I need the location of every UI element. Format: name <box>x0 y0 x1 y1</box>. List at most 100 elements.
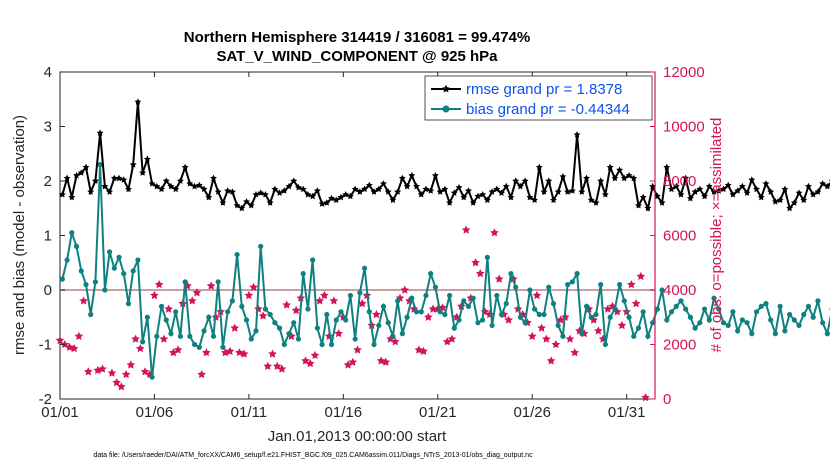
bias-point <box>701 306 708 312</box>
bias-point <box>753 309 760 315</box>
rmse-point <box>611 174 619 182</box>
rmse-point <box>620 174 628 182</box>
bias-point <box>796 322 802 329</box>
rmse-point <box>120 176 128 183</box>
rmse-point <box>210 174 217 182</box>
obs-count-point <box>556 315 565 324</box>
rmse-point <box>748 176 756 183</box>
obs-count-point <box>150 290 159 300</box>
bias-point <box>697 320 703 326</box>
rmse-point <box>805 182 812 190</box>
rmse-point <box>724 181 732 189</box>
rmse-point <box>696 185 704 193</box>
bias-point <box>106 249 113 255</box>
rmse-point <box>729 191 737 198</box>
y-tick-label-right: 4000 <box>663 282 696 299</box>
obs-count-point <box>136 344 145 353</box>
chart-title: Northern Hemisphere 314419 / 316081 = 99… <box>184 29 530 46</box>
bias-point <box>305 306 311 312</box>
bias-point <box>125 301 132 307</box>
bias-point <box>664 317 670 323</box>
bias-point <box>168 331 174 337</box>
rmse-point <box>814 188 822 195</box>
obs-count-point <box>641 393 650 402</box>
rmse-point <box>568 187 576 194</box>
rmse-point <box>507 193 515 201</box>
bias-point <box>215 279 221 285</box>
rmse-point <box>432 172 439 179</box>
obs-count-point <box>126 360 136 369</box>
rmse-point <box>776 196 784 203</box>
bias-point <box>588 314 594 320</box>
bias-point <box>461 298 467 304</box>
bias-point <box>243 317 250 323</box>
bias-point <box>97 162 103 168</box>
rmse-point <box>587 196 595 203</box>
rmse-point <box>408 172 416 179</box>
bias-point <box>428 271 434 277</box>
bias-point <box>475 320 481 326</box>
rmse-point <box>602 191 609 198</box>
rmse-point <box>483 196 491 203</box>
obs-count-point <box>107 368 117 377</box>
obs-count-point <box>249 282 258 291</box>
bias-point <box>673 303 679 309</box>
bias-point <box>399 331 405 337</box>
bias-point <box>258 243 264 249</box>
rmse-point <box>96 129 104 136</box>
rmse-point <box>276 189 283 196</box>
x-tick-label: 01/11 <box>231 404 267 421</box>
rmse-point <box>417 191 425 198</box>
bias-point <box>333 317 339 323</box>
rmse-point <box>87 188 95 195</box>
bias-point <box>385 320 391 326</box>
bias-point <box>560 333 566 339</box>
bias-point <box>820 320 826 326</box>
rmse-point <box>687 194 694 202</box>
obs-count-point <box>74 331 84 340</box>
rmse-point <box>389 196 397 203</box>
rmse-point <box>332 196 340 203</box>
rmse-point <box>413 182 420 190</box>
bias-point <box>196 344 202 350</box>
bias-point <box>791 317 797 323</box>
bias-point <box>470 295 476 301</box>
bias-point <box>678 298 684 304</box>
bias-point <box>276 325 283 331</box>
rmse-point <box>181 163 189 171</box>
rmse-point <box>365 181 373 189</box>
obs-count-point <box>310 350 320 359</box>
obs-count-point <box>84 367 93 376</box>
obs-count-point <box>476 269 485 278</box>
obs-count-point <box>268 349 277 358</box>
rmse-point <box>313 187 321 194</box>
bias-point <box>513 284 519 290</box>
rmse-point <box>356 188 364 195</box>
rmse-point <box>455 183 463 191</box>
obs-count-point <box>131 334 140 343</box>
rmse-point <box>403 182 411 190</box>
bias-point <box>683 306 689 312</box>
y-tick-label-right: 0 <box>663 391 671 408</box>
rmse-point <box>535 163 543 171</box>
bias-point <box>201 328 207 334</box>
rmse-point <box>337 193 345 201</box>
rmse-point <box>422 185 430 193</box>
rmse-point <box>701 192 708 200</box>
rmse-point <box>757 193 765 201</box>
obs-count-point <box>287 331 296 340</box>
rmse-point <box>238 204 246 212</box>
rmse-point <box>247 201 255 209</box>
rmse-point <box>92 177 99 184</box>
rmse-point <box>512 177 520 184</box>
bias-point <box>442 311 448 318</box>
rmse-point <box>658 199 666 206</box>
rmse-point <box>342 191 350 198</box>
rmse-point <box>545 177 553 184</box>
legend-rmse-star <box>442 84 450 93</box>
rmse-point <box>243 198 250 205</box>
series-layer <box>55 98 830 402</box>
bias-point <box>343 317 349 323</box>
rmse-point <box>488 188 496 195</box>
y-tick-label-left: 3 <box>44 119 52 136</box>
